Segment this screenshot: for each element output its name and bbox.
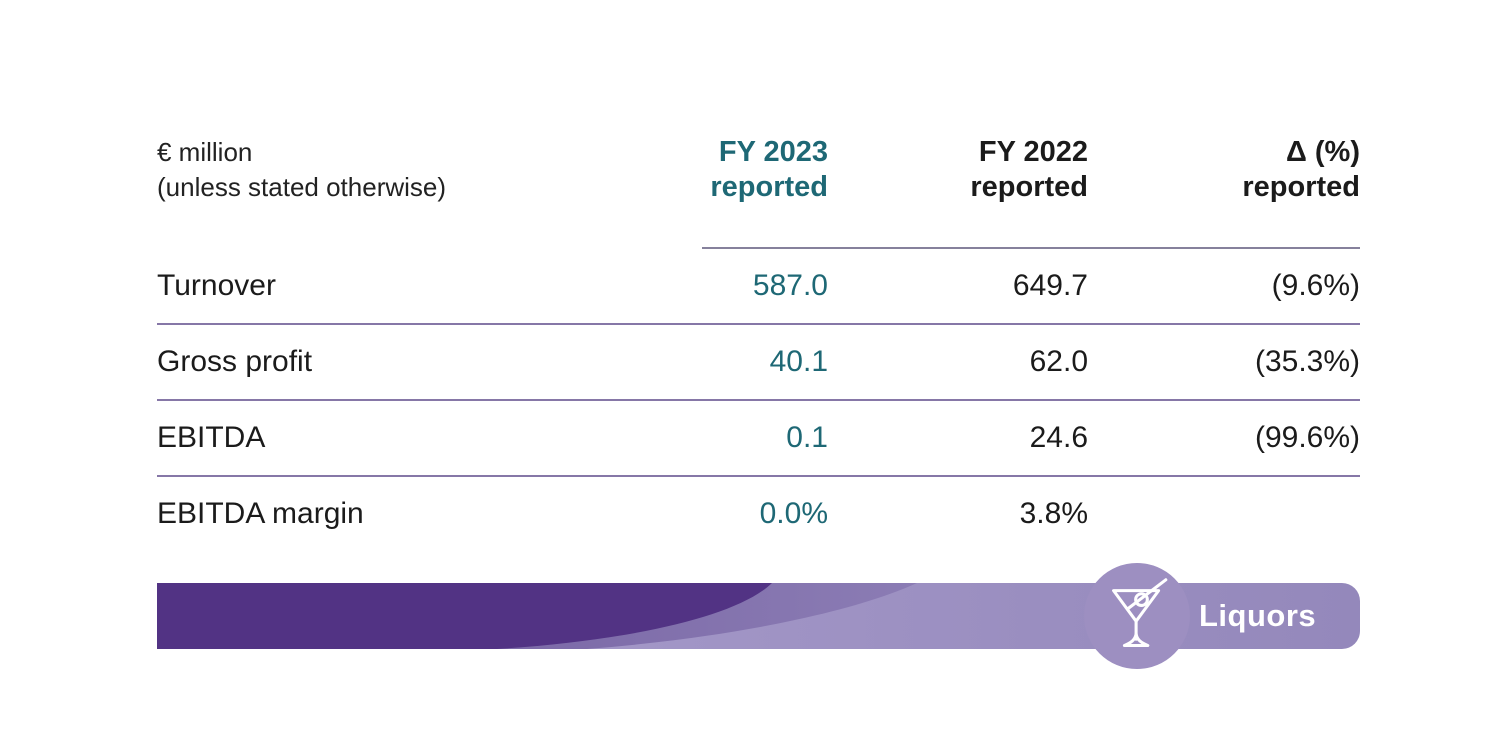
row-label: EBITDA: [157, 421, 266, 454]
table-row-gross-profit: Gross profit 40.1 62.0 (35.3%): [157, 325, 1360, 401]
column-header-delta: Δ (%) reported: [1242, 136, 1360, 203]
cell-delta: (99.6%): [1254, 421, 1360, 454]
table-row-ebitda: EBITDA 0.1 24.6 (99.6%): [157, 401, 1360, 477]
cell-fy2022: 3.8%: [1019, 497, 1088, 530]
column-header-fy2023: FY 2023 reported: [710, 136, 828, 203]
cell-fy2023: 587.0: [752, 269, 828, 302]
row-label: Gross profit: [157, 345, 313, 378]
martini-glass-icon: [1101, 574, 1173, 659]
segment-banner: Liquors: [157, 563, 1360, 669]
unit-label: € million (unless stated otherwise): [157, 135, 638, 205]
cell-fy2022: 649.7: [1012, 269, 1088, 302]
header-underline: [702, 247, 1360, 249]
column-header-fy2022: FY 2022 reported: [970, 136, 1088, 203]
unit-label-line1: € million: [157, 137, 253, 167]
cell-delta: (9.6%): [1271, 269, 1360, 302]
segment-label: Liquors: [1199, 598, 1317, 633]
cell-fy2023: 0.1: [786, 421, 828, 454]
cell-fy2022: 24.6: [1029, 421, 1088, 454]
row-label: Turnover: [157, 269, 276, 302]
segment-badge: [1084, 563, 1190, 669]
table-header-row: € million (unless stated otherwise) FY 2…: [157, 135, 1360, 205]
cell-delta: (35.3%): [1254, 345, 1360, 378]
table-row-turnover: Turnover 587.0 649.7 (9.6%): [157, 249, 1360, 325]
cell-fy2022: 62.0: [1029, 345, 1088, 378]
unit-label-line2: (unless stated otherwise): [157, 172, 447, 202]
cell-fy2023: 0.0%: [759, 497, 828, 530]
row-label: EBITDA margin: [157, 497, 364, 530]
cell-fy2023: 40.1: [769, 345, 828, 378]
table-row-ebitda-margin: EBITDA margin 0.0% 3.8%: [157, 477, 1360, 551]
